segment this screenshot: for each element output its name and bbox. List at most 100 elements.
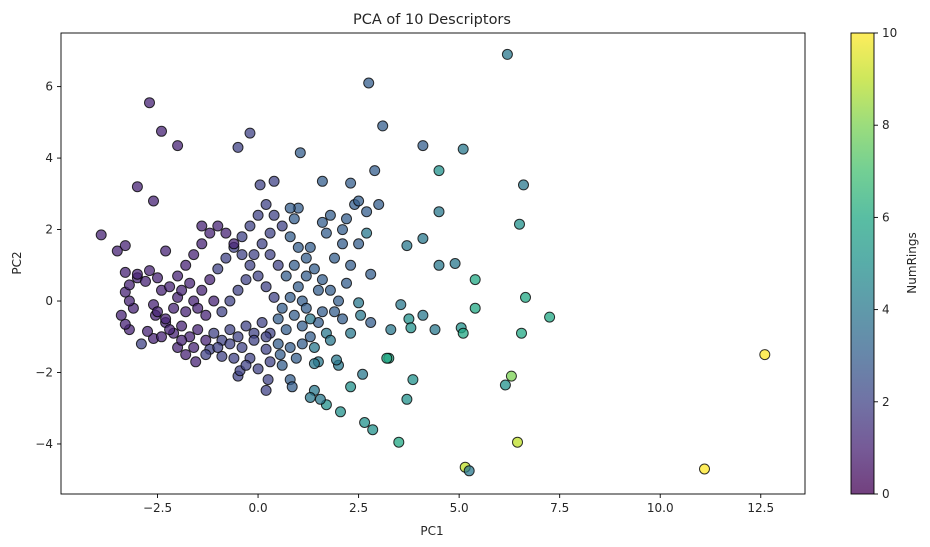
data-point <box>341 213 352 225</box>
data-point <box>324 284 336 296</box>
data-point <box>188 342 200 353</box>
data-point <box>264 249 276 261</box>
data-point <box>363 77 375 89</box>
data-point <box>264 227 276 239</box>
data-point <box>294 147 306 159</box>
data-point <box>176 334 188 346</box>
data-point <box>284 342 296 353</box>
data-point <box>284 291 296 303</box>
plot-frame <box>61 33 805 494</box>
x-tick-label: 5.0 <box>450 501 469 515</box>
data-point <box>131 181 143 193</box>
data-point <box>512 436 523 448</box>
plot-area <box>60 32 806 495</box>
data-point <box>373 199 385 210</box>
data-point <box>123 279 135 291</box>
data-point <box>236 342 248 353</box>
data-point <box>176 320 188 332</box>
data-point <box>176 284 188 296</box>
data-point <box>144 97 155 109</box>
data-point <box>248 249 260 261</box>
data-point <box>284 231 296 243</box>
data-point <box>148 195 159 207</box>
data-point <box>341 277 352 289</box>
colorbar-frame <box>850 32 875 495</box>
data-point <box>196 220 208 232</box>
data-point <box>369 165 381 177</box>
data-point <box>518 179 529 191</box>
y-tick-label: 2 <box>45 223 53 237</box>
data-point <box>232 331 244 343</box>
data-point <box>123 295 135 307</box>
data-point <box>365 268 377 280</box>
data-point <box>296 338 308 350</box>
data-point <box>172 140 184 152</box>
data-point <box>361 227 373 239</box>
data-point <box>385 324 397 336</box>
data-point <box>212 263 224 275</box>
data-point <box>337 224 348 236</box>
y-tick-label: −4 <box>35 437 53 451</box>
data-point <box>190 356 202 368</box>
data-point <box>355 309 367 321</box>
y-axis: −4 −2 0 2 4 6 <box>35 80 61 451</box>
data-point <box>200 334 212 346</box>
data-point <box>272 338 284 350</box>
y-tick-label: 0 <box>45 294 53 308</box>
colorbar-tick-label: 10 <box>882 26 897 40</box>
x-tick-label: −2.5 <box>143 501 172 515</box>
data-point <box>353 195 365 207</box>
data-point <box>407 374 419 386</box>
data-point <box>499 379 511 391</box>
colorbar-ticks: 0 2 4 6 8 10 <box>874 26 897 501</box>
data-point <box>276 359 288 371</box>
data-point <box>345 381 357 393</box>
data-point <box>457 327 469 339</box>
data-point <box>381 352 393 364</box>
data-point <box>164 281 176 293</box>
data-point <box>260 331 272 343</box>
data-point <box>200 349 212 361</box>
data-point <box>292 241 304 253</box>
data-point <box>268 175 280 187</box>
y-tick-label: −2 <box>35 365 53 379</box>
data-point <box>324 209 336 221</box>
data-point <box>320 227 332 239</box>
data-point <box>272 259 284 271</box>
data-point <box>260 281 272 293</box>
data-point <box>204 274 216 286</box>
data-point <box>172 270 184 282</box>
colorbar-tick-label: 0 <box>882 487 890 501</box>
data-point <box>144 265 155 277</box>
data-point <box>236 249 248 261</box>
data-point <box>236 231 248 243</box>
data-point <box>417 309 429 321</box>
data-point <box>262 374 274 386</box>
data-point <box>119 318 131 330</box>
data-point <box>300 252 312 264</box>
data-point <box>260 384 272 396</box>
data-point <box>699 463 710 475</box>
data-point <box>160 245 172 257</box>
x-tick-label: 10.0 <box>647 501 674 515</box>
data-point <box>140 275 151 287</box>
axes-spines <box>60 32 806 495</box>
data-point <box>135 338 147 350</box>
data-point <box>164 324 176 336</box>
data-point <box>469 302 481 314</box>
colorbar-tick-label: 6 <box>882 210 890 224</box>
data-point <box>345 327 357 339</box>
data-point <box>759 349 771 361</box>
data-point <box>365 317 377 328</box>
data-point <box>252 363 264 375</box>
data-point <box>417 233 429 244</box>
data-point <box>220 227 232 239</box>
data-point <box>260 343 272 355</box>
data-point <box>308 263 320 275</box>
data-point <box>296 320 308 332</box>
data-point <box>184 277 196 289</box>
data-point <box>224 324 236 336</box>
data-point <box>308 342 320 353</box>
data-point <box>300 270 312 282</box>
